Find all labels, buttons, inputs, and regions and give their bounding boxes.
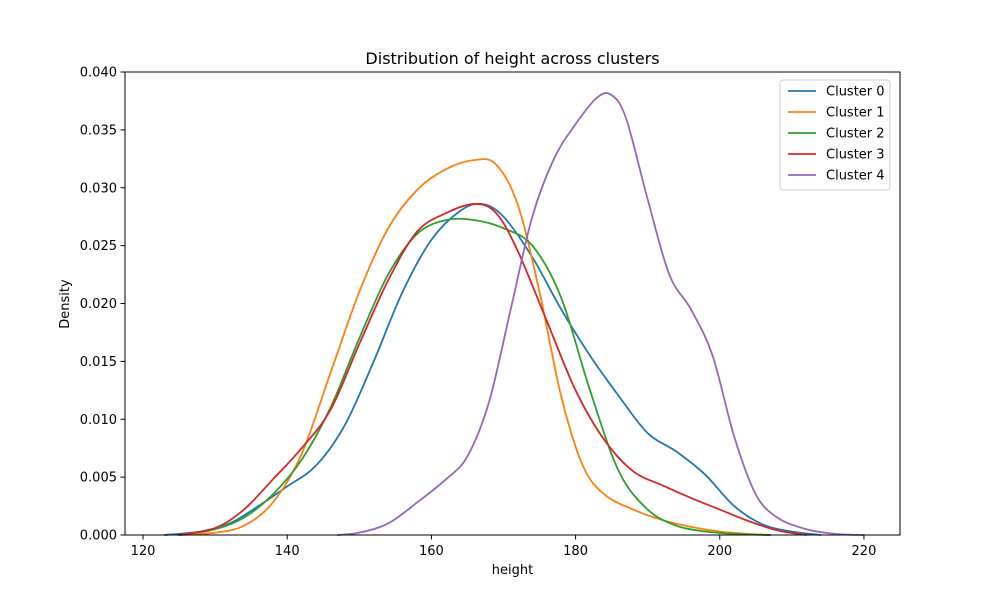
y-tick-label: 0.010 — [80, 413, 117, 428]
y-tick-label: 0.035 — [80, 123, 117, 138]
series-line-cluster-2 — [178, 217, 772, 536]
series-line-cluster-0 — [163, 202, 822, 536]
x-axis-label: height — [492, 563, 533, 578]
x-tick-label: 160 — [419, 544, 444, 559]
legend-label: Cluster 0 — [826, 85, 885, 100]
y-axis-label: Density — [58, 279, 73, 329]
y-tick-label: 0.020 — [80, 297, 117, 312]
x-tick-label: 200 — [707, 544, 732, 559]
y-tick-label: 0.040 — [80, 66, 117, 81]
y-tick-label: 0.025 — [80, 239, 117, 254]
series-line-cluster-3 — [178, 203, 808, 536]
plot-area: 120 140 160 180 200 220 0.000 0.005 0.010 0.015 0.… — [80, 66, 901, 559]
legend-box — [779, 79, 891, 191]
x-tick-label: 140 — [275, 544, 300, 559]
y-tick-label: 0.000 — [80, 529, 117, 544]
chart-title: Distribution of height across clusters — [365, 49, 659, 68]
x-tick-label: 120 — [131, 544, 156, 559]
legend-label: Cluster 4 — [826, 169, 885, 184]
y-tick-label: 0.030 — [80, 181, 117, 196]
legend-label: Cluster 2 — [826, 127, 885, 142]
series-line-cluster-4 — [336, 92, 865, 536]
legend-label: Cluster 3 — [826, 148, 885, 163]
x-tick-label: 180 — [563, 544, 588, 559]
legend-label: Cluster 1 — [826, 106, 885, 121]
x-tick-label: 220 — [852, 544, 877, 559]
y-tick-label: 0.015 — [80, 355, 117, 370]
y-tick-label: 0.005 — [80, 471, 117, 486]
